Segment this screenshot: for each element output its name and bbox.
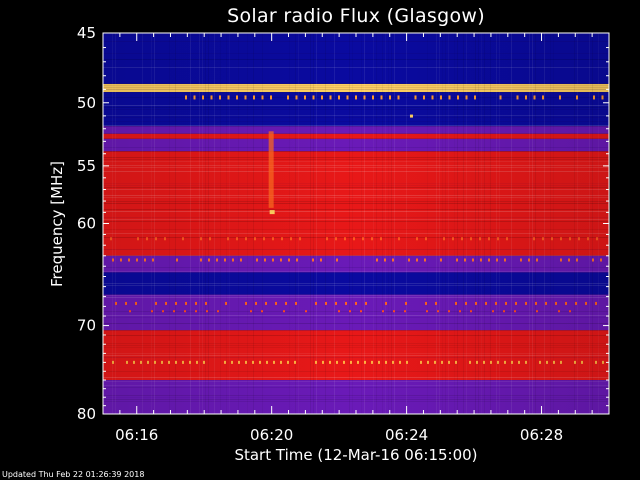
y-tick-label: 55	[77, 157, 96, 175]
updated-timestamp: Updated Thu Feb 22 01:26:39 2018	[2, 470, 144, 479]
y-tick-label: 45	[77, 24, 96, 42]
x-tick-label: 06:24	[385, 426, 428, 444]
y-tick-label: 50	[77, 94, 96, 112]
y-axis: 45 50 55 60 70 80	[77, 24, 609, 423]
x-axis-label: Start Time (12-Mar-16 06:15:00)	[234, 446, 477, 464]
y-axis-label: Frequency [MHz]	[48, 161, 66, 287]
y-tick-label: 60	[77, 215, 96, 233]
chart-title: Solar radio Flux (Glasgow)	[227, 5, 485, 27]
y-tick-label: 70	[77, 317, 96, 335]
x-tick-label: 06:28	[520, 426, 563, 444]
plot-shading	[103, 33, 609, 414]
y-tick-label: 80	[77, 405, 96, 423]
x-axis: 06:16 06:20 06:24 06:28	[115, 33, 593, 444]
x-tick-label: 06:20	[250, 426, 293, 444]
x-tick-label: 06:16	[115, 426, 158, 444]
